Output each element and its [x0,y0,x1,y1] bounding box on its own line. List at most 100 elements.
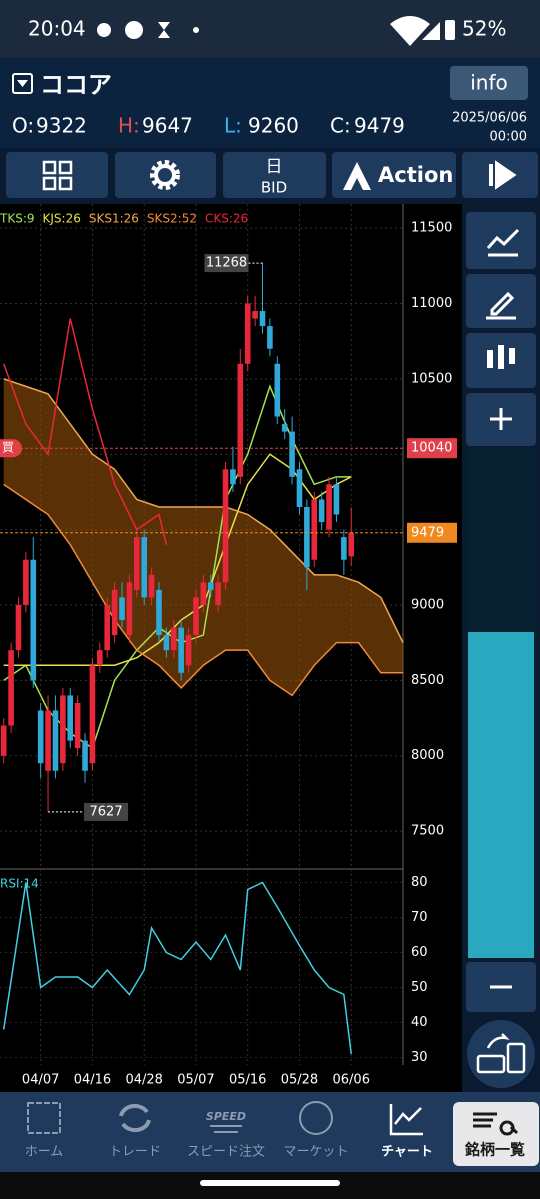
layout-button[interactable] [6,152,108,198]
candle-body [341,537,347,560]
x-tick-label: 05/07 [177,1073,214,1088]
candle-body [252,311,258,319]
candle-body [97,650,103,666]
nav-icon [389,1104,423,1136]
candle-body [207,582,214,590]
pen-icon [486,291,516,320]
candle-body [281,424,288,432]
y-tick-label: 11500 [411,221,452,236]
x-tick-label: 04/16 [74,1073,111,1088]
rsi-tick-label: 40 [411,1015,428,1030]
rsi-line [2,881,352,1055]
min-label: 7627 [90,804,123,819]
bar-time: 00:00 [490,130,527,145]
ohlc: O: 9322 H: 9647 L: 9260 C: 9479 [12,114,405,138]
nav-label[interactable]: マーケット [283,1145,348,1160]
home-indicator [200,1180,340,1186]
price-type: BID [261,179,287,197]
legend-entry: KJS:26 [43,212,81,226]
info-button[interactable] [450,66,528,100]
nav-label[interactable]: チャート [381,1145,433,1160]
candle-body [318,499,325,523]
price-tag [407,438,457,459]
dropdown-arrow [17,80,28,87]
candle-body [156,589,162,636]
candle-body [244,303,251,364]
candle-body [0,725,7,756]
candle-body [333,484,340,515]
candle-body [30,559,37,681]
play-icon [489,160,517,190]
rotate-icon [476,1033,526,1074]
candle-icon [487,345,515,369]
legend-entry: TKS:9 [0,212,35,226]
ohlc-value: 9322 [36,114,87,138]
zoom-thumb[interactable] [468,632,534,958]
ohlc-value: 9260 [248,114,299,138]
nav-icon [210,1125,242,1133]
cloud-fill [3,378,404,696]
ohlc-label: L: [224,114,242,138]
ohlc-value: 9479 [354,114,405,138]
ohlc-label: H: [118,114,140,138]
candle-body [119,597,125,621]
period-button[interactable] [223,152,326,198]
x-tick-label: 04/07 [22,1073,59,1088]
action-label: Action [378,163,453,187]
candle-body [230,469,236,485]
candle-body [348,532,355,557]
order-tag-label: 買 [2,441,14,455]
candle-body [141,537,147,598]
nav-icon [473,1112,519,1136]
candle-body [74,702,81,749]
dropdown-icon[interactable] [12,73,33,94]
candle-body [304,506,310,568]
y-tick-label: 10500 [411,371,452,386]
candle-body [222,469,229,583]
nav-selected-bg[interactable] [453,1102,539,1166]
candle-body [104,604,111,651]
candle-body [311,499,318,560]
candle-body [178,627,184,673]
clock: 20:04 [28,17,86,41]
x-tick-label: 04/28 [125,1073,162,1088]
settings-button[interactable] [115,152,216,198]
battery: 52% [462,17,506,41]
price-tag-label: 10040 [411,441,452,456]
candle-body [23,559,29,605]
nav-label[interactable]: スピード注文 [187,1145,265,1160]
symbol: ココア [40,71,112,99]
candle-body [148,574,155,598]
nav-icon-text: SPEED [206,1110,246,1123]
y-tick-label: 9000 [411,597,444,612]
candle-body [8,650,14,726]
rsi-tick-label: 60 [411,945,428,960]
min-label-box [84,802,129,821]
candle-body [185,635,192,666]
nav-label[interactable]: 銘柄一覧 [465,1141,525,1159]
candle-body [326,484,332,530]
nav-label[interactable]: トレード [109,1145,161,1160]
candle-body [60,695,66,764]
candle-body [163,635,170,651]
candle-body [89,665,96,764]
nav-label[interactable]: ホーム [25,1145,64,1160]
y-tick-label: 8500 [411,673,444,688]
price-tag-label: 9479 [411,525,444,540]
indicator-line [3,483,403,697]
candle-body [296,469,303,507]
legend-entry: SKS1:26 [89,212,139,226]
ohlc-label: O: [12,114,34,138]
ohlc-value: 9647 [142,114,193,138]
candle-body [170,627,177,651]
candle-body [82,740,88,771]
y-tick-label: 11000 [411,296,452,311]
candle-body [200,582,207,605]
nav-icon [27,1102,61,1134]
max-label: 11268 [206,256,247,271]
nav-items: ホーム トレード SPEED スピード注文 マーケット チャート 銘柄一覧 [25,1101,539,1166]
status-icons [97,16,455,46]
candle-body [237,363,244,477]
x-tick-label: 06/06 [333,1073,370,1088]
